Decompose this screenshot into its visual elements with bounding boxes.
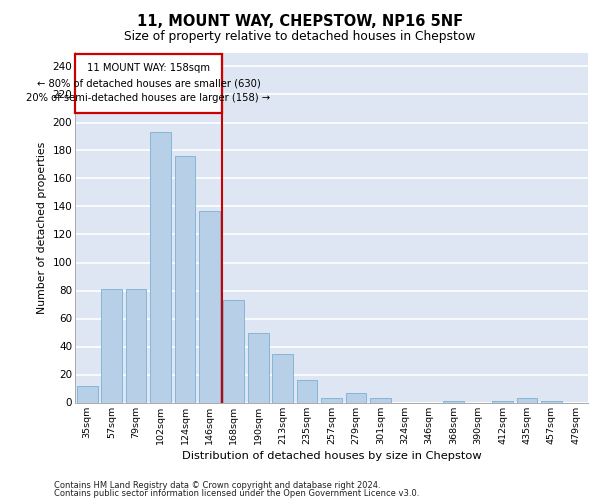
Bar: [541, 401, 562, 402]
Bar: [321, 398, 342, 402]
Y-axis label: Number of detached properties: Number of detached properties: [37, 142, 47, 314]
Bar: [223, 300, 244, 402]
Bar: [77, 386, 98, 402]
Bar: [346, 392, 367, 402]
Bar: [150, 132, 171, 402]
Bar: [272, 354, 293, 403]
Text: Size of property relative to detached houses in Chepstow: Size of property relative to detached ho…: [124, 30, 476, 43]
Bar: [248, 332, 269, 402]
Bar: [125, 289, 146, 403]
Bar: [296, 380, 317, 402]
Bar: [370, 398, 391, 402]
Text: Contains public sector information licensed under the Open Government Licence v3: Contains public sector information licen…: [54, 490, 419, 498]
Text: Contains HM Land Registry data © Crown copyright and database right 2024.: Contains HM Land Registry data © Crown c…: [54, 481, 380, 490]
X-axis label: Distribution of detached houses by size in Chepstow: Distribution of detached houses by size …: [182, 450, 481, 460]
Bar: [492, 401, 513, 402]
Bar: [199, 210, 220, 402]
FancyBboxPatch shape: [76, 54, 221, 112]
Bar: [517, 398, 538, 402]
Text: 11 MOUNT WAY: 158sqm
← 80% of detached houses are smaller (630)
20% of semi-deta: 11 MOUNT WAY: 158sqm ← 80% of detached h…: [26, 63, 271, 104]
Bar: [101, 289, 122, 403]
Bar: [443, 401, 464, 402]
Text: 11, MOUNT WAY, CHEPSTOW, NP16 5NF: 11, MOUNT WAY, CHEPSTOW, NP16 5NF: [137, 14, 463, 29]
Bar: [175, 156, 196, 402]
